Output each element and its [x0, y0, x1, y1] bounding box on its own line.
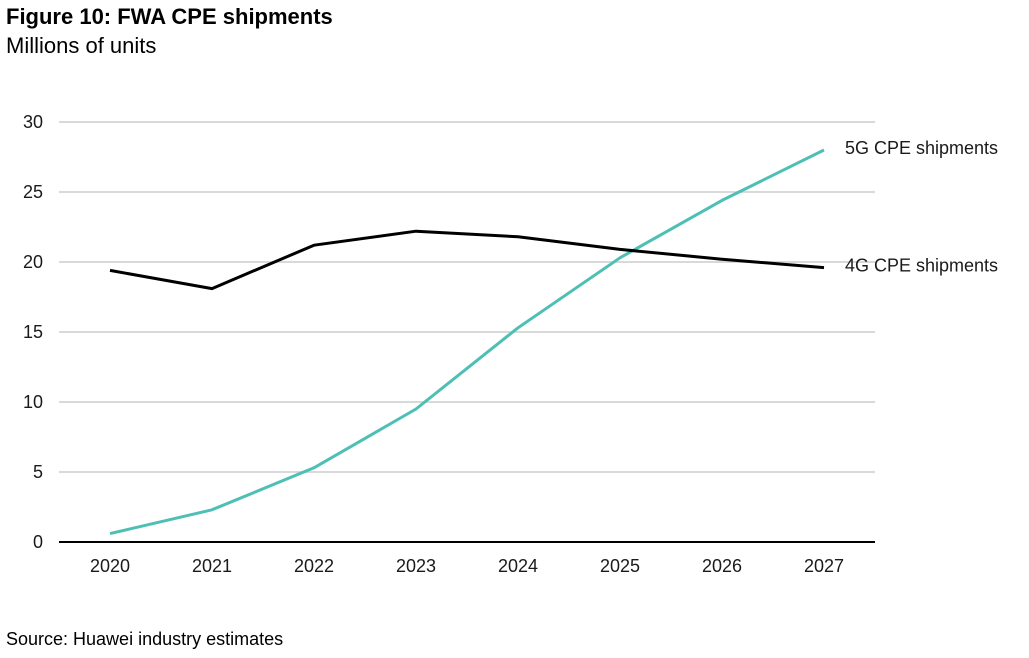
chart-title: Figure 10: FWA CPE shipments	[6, 4, 333, 29]
series-label: 5G CPE shipments	[845, 138, 998, 158]
y-tick-label: 25	[23, 182, 43, 202]
x-tick-label: 2022	[294, 556, 334, 576]
series-label: 4G CPE shipments	[845, 255, 998, 275]
y-tick-label: 0	[33, 532, 43, 552]
x-tick-label: 2023	[396, 556, 436, 576]
series-labels: 5G CPE shipments 4G CPE shipments	[845, 138, 998, 276]
chart-subtitle: Millions of units	[6, 33, 157, 58]
y-tick-label: 5	[33, 462, 43, 482]
series-lines	[109, 148, 825, 536]
x-axis-ticks: 2020 2021 2022 2023 2024 2025 2026 2027	[90, 556, 844, 576]
x-tick-label: 2024	[498, 556, 538, 576]
x-tick-label: 2021	[192, 556, 232, 576]
x-tick-label: 2025	[600, 556, 640, 576]
x-tick-label: 2020	[90, 556, 130, 576]
x-tick-label: 2027	[804, 556, 844, 576]
source-note: Source: Huawei industry estimates	[6, 629, 284, 649]
y-tick-label: 10	[23, 392, 43, 412]
y-tick-label: 15	[23, 322, 43, 342]
gridlines	[59, 121, 875, 473]
series-line-5g-cpe-shipments	[109, 148, 825, 536]
y-axis-ticks: 0 5 10 15 20 25 30	[23, 112, 43, 552]
y-tick-label: 20	[23, 252, 43, 272]
series-line-4g-cpe-shipments	[109, 229, 825, 291]
y-tick-label: 30	[23, 112, 43, 132]
x-tick-label: 2026	[702, 556, 742, 576]
